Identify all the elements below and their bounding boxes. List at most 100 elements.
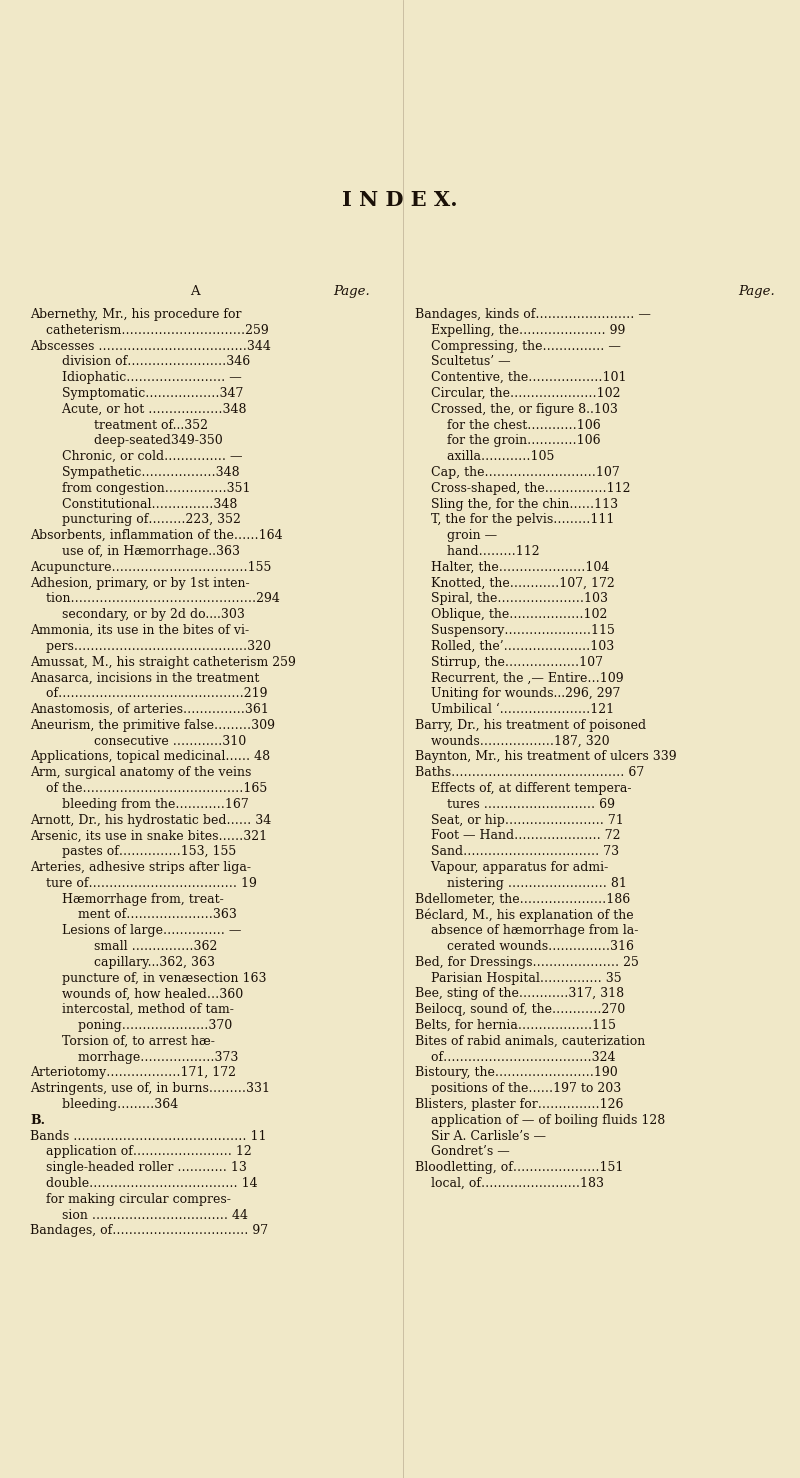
Text: Spiral, the…………………103: Spiral, the…………………103 <box>415 593 608 606</box>
Text: wounds………………187, 320: wounds………………187, 320 <box>415 735 610 748</box>
Text: local, of……………………183: local, of……………………183 <box>415 1176 604 1190</box>
Text: consecutive …………310: consecutive …………310 <box>30 735 246 748</box>
Text: puncture of, in venæsection 163: puncture of, in venæsection 163 <box>30 971 266 984</box>
Text: for the groin…………106: for the groin…………106 <box>415 435 601 448</box>
Text: application of…………………… 12: application of…………………… 12 <box>30 1145 252 1159</box>
Text: Parisian Hospital…………… 35: Parisian Hospital…………… 35 <box>415 971 622 984</box>
Text: Acupuncture……………………………155: Acupuncture……………………………155 <box>30 560 271 573</box>
Text: of………………………………324: of………………………………324 <box>415 1051 615 1064</box>
Text: Bands …………………………………… 11: Bands …………………………………… 11 <box>30 1129 266 1142</box>
Text: wounds of, how healed…360: wounds of, how healed…360 <box>30 987 243 1001</box>
Text: ment of…………………363: ment of…………………363 <box>30 909 237 921</box>
Text: morrhage………………373: morrhage………………373 <box>30 1051 238 1064</box>
Text: Bistoury, the……………………190: Bistoury, the……………………190 <box>415 1067 618 1079</box>
Text: pastes of……………153, 155: pastes of……………153, 155 <box>30 845 236 859</box>
Text: absence of hæmorrhage from la-: absence of hæmorrhage from la- <box>415 924 638 937</box>
Text: Acute, or hot ………………348: Acute, or hot ………………348 <box>30 403 246 415</box>
Text: Foot — Hand………………… 72: Foot — Hand………………… 72 <box>415 829 621 842</box>
Text: Sir A. Carlisle’s —: Sir A. Carlisle’s — <box>415 1129 546 1142</box>
Text: Bites of rabid animals, cauterization: Bites of rabid animals, cauterization <box>415 1035 646 1048</box>
Text: Blisters, plaster for……………126: Blisters, plaster for……………126 <box>415 1098 623 1111</box>
Text: Cross-shaped, the……………112: Cross-shaped, the……………112 <box>415 482 630 495</box>
Text: cerated wounds……………316: cerated wounds……………316 <box>415 940 634 953</box>
Text: from congestion……………351: from congestion……………351 <box>30 482 250 495</box>
Text: pers……………………………………320: pers……………………………………320 <box>30 640 271 653</box>
Text: Recurrent, the ,— Entire…109: Recurrent, the ,— Entire…109 <box>415 671 624 684</box>
Text: for making circular compres-: for making circular compres- <box>30 1193 231 1206</box>
Text: Adhesion, primary, or by 1st inten-: Adhesion, primary, or by 1st inten- <box>30 576 250 590</box>
Text: Absorbents, inflammation of the……164: Absorbents, inflammation of the……164 <box>30 529 282 542</box>
Text: Stirrup, the………………107: Stirrup, the………………107 <box>415 656 603 668</box>
Text: Knotted, the…………107, 172: Knotted, the…………107, 172 <box>415 576 614 590</box>
Text: B.: B. <box>30 1114 45 1126</box>
Text: Baths…………………………………… 67: Baths…………………………………… 67 <box>415 766 644 779</box>
Text: Vapour, apparatus for admi-: Vapour, apparatus for admi- <box>415 862 608 873</box>
Text: tures ……………………… 69: tures ……………………… 69 <box>415 798 615 811</box>
Text: Torsion of, to arrest hæ-: Torsion of, to arrest hæ- <box>30 1035 215 1048</box>
Text: Arteriotomy………………171, 172: Arteriotomy………………171, 172 <box>30 1067 236 1079</box>
Text: sion …………………………… 44: sion …………………………… 44 <box>30 1209 248 1222</box>
Text: positions of the……197 to 203: positions of the……197 to 203 <box>415 1082 622 1095</box>
Text: Anasarca, incisions in the treatment: Anasarca, incisions in the treatment <box>30 671 259 684</box>
Text: Arteries, adhesive strips after liga-: Arteries, adhesive strips after liga- <box>30 862 251 873</box>
Text: I N D E X.: I N D E X. <box>342 191 458 210</box>
Text: A: A <box>190 285 200 299</box>
Text: Ammonia, its use in the bites of vi-: Ammonia, its use in the bites of vi- <box>30 624 249 637</box>
Text: T, the for the pelvis………111: T, the for the pelvis………111 <box>415 513 614 526</box>
Text: Abernethy, Mr., his procedure for: Abernethy, Mr., his procedure for <box>30 307 242 321</box>
Text: Applications, topical medicinal…… 48: Applications, topical medicinal…… 48 <box>30 751 270 764</box>
Text: Symptomatic………………347: Symptomatic………………347 <box>30 387 243 401</box>
Text: Circular, the…………………102: Circular, the…………………102 <box>415 387 621 401</box>
Text: double……………………………… 14: double……………………………… 14 <box>30 1176 258 1190</box>
Text: tion………………………………………294: tion………………………………………294 <box>30 593 280 606</box>
Text: of the…………………………………165: of the…………………………………165 <box>30 782 267 795</box>
Text: Hæmorrhage from, treat-: Hæmorrhage from, treat- <box>30 893 224 906</box>
Text: division of……………………346: division of……………………346 <box>30 355 250 368</box>
Text: deep-seated349-350: deep-seated349-350 <box>30 435 222 448</box>
Text: Effects of, at different tempera-: Effects of, at different tempera- <box>415 782 631 795</box>
Text: bleeding from the…………167: bleeding from the…………167 <box>30 798 249 811</box>
Text: Umbilical ‘.…………………121: Umbilical ‘.…………………121 <box>415 704 614 715</box>
Text: Chronic, or cold…………… —: Chronic, or cold…………… — <box>30 451 242 463</box>
Text: Belts, for hernia………………115: Belts, for hernia………………115 <box>415 1018 616 1032</box>
Text: Bloodletting, of…………………151: Bloodletting, of…………………151 <box>415 1162 623 1174</box>
Text: Bee, sting of the…………317, 318: Bee, sting of the…………317, 318 <box>415 987 624 1001</box>
Text: nistering …………………… 81: nistering …………………… 81 <box>415 876 627 890</box>
Text: hand………112: hand………112 <box>415 545 540 559</box>
Text: Aneurism, the primitive false………309: Aneurism, the primitive false………309 <box>30 718 275 732</box>
Text: Bandages, kinds of…………………… —: Bandages, kinds of…………………… — <box>415 307 651 321</box>
Text: application of — of boiling fluids 128: application of — of boiling fluids 128 <box>415 1114 666 1126</box>
Text: Baynton, Mr., his treatment of ulcers 339: Baynton, Mr., his treatment of ulcers 33… <box>415 751 677 764</box>
Text: Bdellometer, the…………………186: Bdellometer, the…………………186 <box>415 893 630 906</box>
Text: poning…………………370: poning…………………370 <box>30 1018 232 1032</box>
Text: single-headed roller ………… 13: single-headed roller ………… 13 <box>30 1162 247 1174</box>
Text: Expelling, the………………… 99: Expelling, the………………… 99 <box>415 324 626 337</box>
Text: Astringents, use of, in burns………331: Astringents, use of, in burns………331 <box>30 1082 270 1095</box>
Text: Rolled, the’…………………103: Rolled, the’…………………103 <box>415 640 614 653</box>
Text: Gondret’s —: Gondret’s — <box>415 1145 510 1159</box>
Text: Idiophatic…………………… —: Idiophatic…………………… — <box>30 371 242 384</box>
Text: Halter, the…………………104: Halter, the…………………104 <box>415 560 610 573</box>
Text: Bed, for Dressings………………… 25: Bed, for Dressings………………… 25 <box>415 956 639 968</box>
Text: for the chest…………106: for the chest…………106 <box>415 418 601 432</box>
Text: secondary, or by 2d do....303: secondary, or by 2d do....303 <box>30 609 245 621</box>
Text: treatment of...352: treatment of...352 <box>30 418 208 432</box>
Text: Compressing, the…………… —: Compressing, the…………… — <box>415 340 621 353</box>
Text: catheterism…………………………259: catheterism…………………………259 <box>30 324 269 337</box>
Text: Anastomosis, of arteries……………361: Anastomosis, of arteries……………361 <box>30 704 269 715</box>
Text: puncturing of………223, 352: puncturing of………223, 352 <box>30 513 241 526</box>
Text: Bandages, of…………………………… 97: Bandages, of…………………………… 97 <box>30 1224 268 1237</box>
Text: intercostal, method of tam-: intercostal, method of tam- <box>30 1004 234 1017</box>
Text: Page.: Page. <box>738 285 775 299</box>
Text: Lesions of large…………… —: Lesions of large…………… — <box>30 924 242 937</box>
Text: groin —: groin — <box>415 529 497 542</box>
Text: bleeding………364: bleeding………364 <box>30 1098 178 1111</box>
Text: Sand…………………………… 73: Sand…………………………… 73 <box>415 845 619 859</box>
Text: Sympathetic………………348: Sympathetic………………348 <box>30 466 240 479</box>
Text: small ……………362: small ……………362 <box>30 940 218 953</box>
Text: capillary...362, 363: capillary...362, 363 <box>30 956 215 968</box>
Text: Beilocq, sound of, the…………270: Beilocq, sound of, the…………270 <box>415 1004 626 1017</box>
Text: Scultetus’ —: Scultetus’ — <box>415 355 510 368</box>
Text: use of, in Hæmorrhage..363: use of, in Hæmorrhage..363 <box>30 545 240 559</box>
Text: Contentive, the………………101: Contentive, the………………101 <box>415 371 626 384</box>
